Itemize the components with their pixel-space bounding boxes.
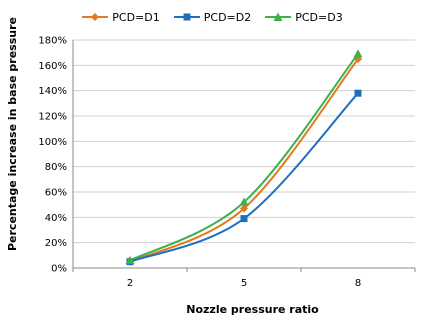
legend-swatch-d2 <box>173 13 200 21</box>
y-tick-label: 160% <box>38 61 67 72</box>
legend-swatch-d3 <box>265 12 292 21</box>
y-tick-label: 40% <box>45 213 67 224</box>
y-axis-title: Percentage increase in base pressure <box>6 17 19 252</box>
legend-label-d1: PCD=D1 <box>112 10 160 24</box>
y-tick-label: 60% <box>45 188 67 199</box>
series-line-2 <box>129 92 359 263</box>
legend-item-d1: PCD=D1 <box>82 8 160 26</box>
legend-label-d2: PCD=D2 <box>203 10 252 24</box>
y-tick-label: 180% <box>38 36 67 47</box>
x-axis-title: Nozzle pressure ratio <box>186 303 319 316</box>
y-tick-label: 80% <box>45 162 67 173</box>
y-tick-label: 140% <box>38 86 67 97</box>
x-tick-label: 5 <box>241 278 247 289</box>
y-tick-label: 120% <box>38 112 67 123</box>
x-tick-label: 2 <box>127 278 133 289</box>
series-line-3 <box>129 53 359 262</box>
data-point-triangle <box>125 255 135 264</box>
legend-swatch-d1 <box>82 13 109 21</box>
data-point-triangle <box>353 49 363 58</box>
data-point-square <box>240 215 248 223</box>
x-tick-label: 8 <box>355 278 361 289</box>
legend-label-d3: PCD=D3 <box>295 10 343 24</box>
data-point-diamond <box>240 204 248 213</box>
series-line-1 <box>129 58 359 263</box>
data-point-triangle <box>239 197 249 206</box>
legend: PCD=D1 PCD=D2 PCD=D3 <box>0 8 425 26</box>
legend-item-d3: PCD=D3 <box>265 8 343 26</box>
legend-item-d2: PCD=D2 <box>173 8 252 26</box>
y-tick-label: 20% <box>45 238 67 249</box>
y-tick-label: 0% <box>51 264 67 275</box>
y-tick-label: 100% <box>38 137 67 148</box>
data-point-square <box>354 89 362 97</box>
